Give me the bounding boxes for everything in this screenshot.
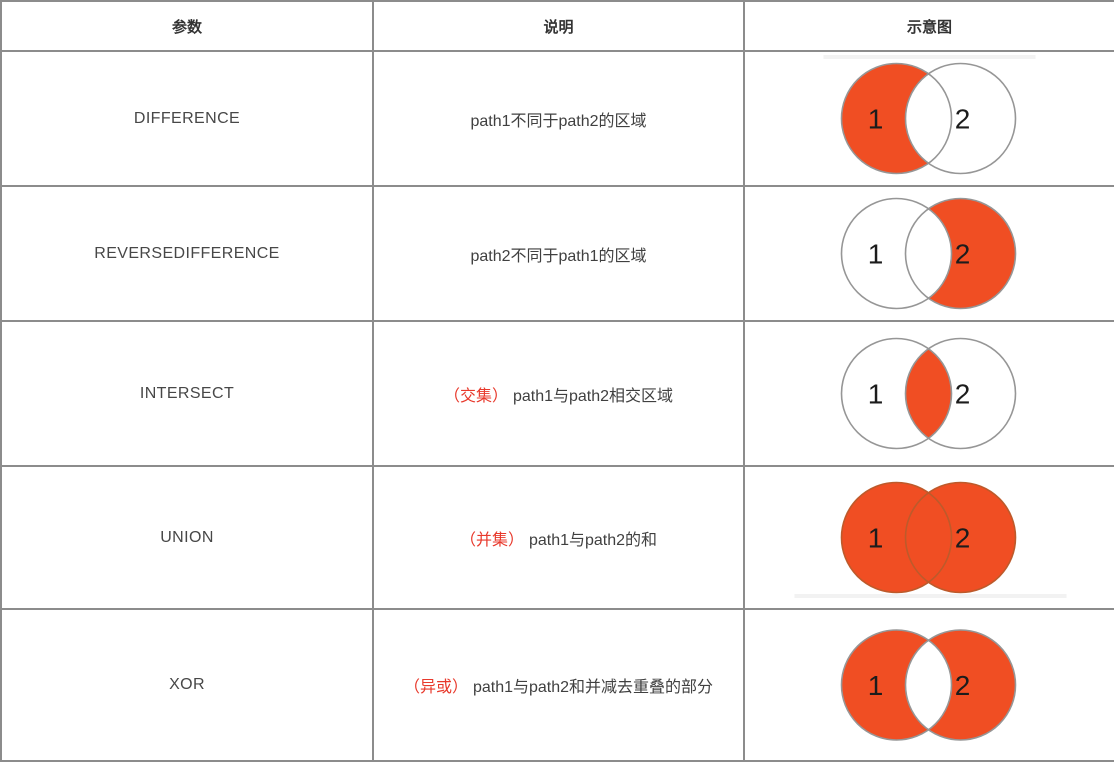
circle-label-1: 1 [868,104,884,135]
column-header-param: 参数 [0,0,374,52]
desc-cell: （交集） path1与path2相交区域 [372,320,745,467]
desc-cell: （并集） path1与path2的和 [372,465,745,610]
param-label: DIFFERENCE [0,50,374,187]
venn-fill [905,482,1016,593]
venn-circle-1 [840,481,953,594]
venn-circle-2 [904,629,1017,741]
venn-circle-2 [904,62,1017,175]
header-row: 参数 说明 示意图 [0,0,1114,52]
desc-prefix: （交集） [443,387,508,405]
venn-circle-1 [840,629,953,741]
circle-label-1: 1 [868,523,884,554]
param-label: UNION [0,465,374,610]
desc-text: path1与path2的和 [528,531,658,549]
circle-label-1: 1 [868,239,884,270]
desc-cell: path2不同于path1的区域 [372,185,745,322]
circle-label-2: 2 [955,379,971,410]
venn-circle-2 [904,337,1017,450]
venn-circle-1 [840,197,953,310]
venn-circle-1 [840,62,953,175]
circle-label-2: 2 [955,523,971,554]
param-label: XOR [0,608,374,762]
venn-fill [905,198,1016,309]
venn-fill [841,63,952,174]
column-header-desc: 说明 [372,0,745,52]
circle-label-2: 2 [955,104,971,135]
param-label: INTERSECT [0,320,374,467]
venn-fill [905,630,1016,740]
desc-cell: path1不同于path2的区域 [372,50,745,187]
desc-text: path2不同于path1的区域 [470,247,647,265]
desc-prefix: （并集） [459,531,524,549]
desc-cell: （异或） path1与path2和并减去重叠的部分 [372,608,745,762]
column-header-diagram: 示意图 [743,0,1114,52]
desc-text: path1与path2和并减去重叠的部分 [472,679,714,696]
circle-label-2: 2 [955,670,971,701]
circle-label-2: 2 [955,239,971,270]
venn-circle-1 [840,337,953,450]
circle-label-1: 1 [868,379,884,410]
venn-circle-2 [904,197,1017,310]
desc-prefix: （异或） [403,679,468,696]
venn-circle-2 [904,481,1017,594]
desc-text: path1与path2相交区域 [512,387,674,405]
venn-fill [905,338,952,449]
desc-text: path1不同于path2的区域 [470,112,647,130]
circle-label-1: 1 [868,670,884,701]
param-label: REVERSEDIFFERENCE [0,185,374,322]
